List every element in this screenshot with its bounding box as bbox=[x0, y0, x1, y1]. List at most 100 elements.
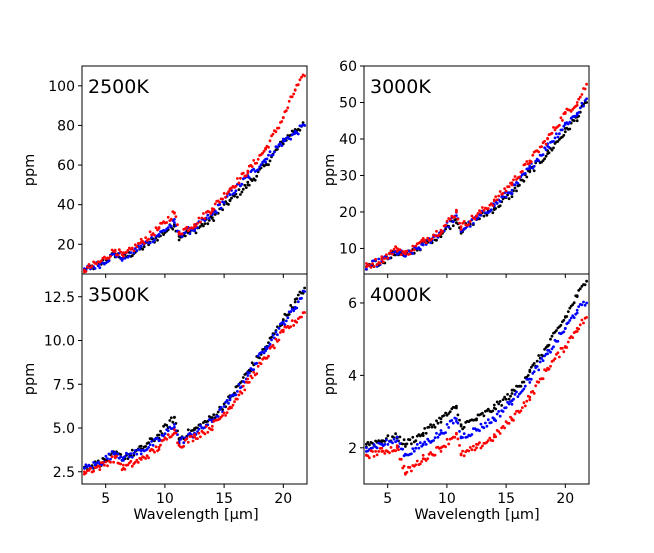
data-point-red bbox=[492, 199, 496, 203]
data-point-black bbox=[515, 189, 518, 193]
data-point-red bbox=[186, 440, 190, 444]
data-point-red bbox=[585, 82, 588, 86]
data-point-black bbox=[459, 424, 463, 428]
data-point-red bbox=[274, 130, 278, 134]
data-point-blue bbox=[262, 351, 266, 355]
data-point-black bbox=[575, 294, 579, 298]
panel-3000K: 10 20 30 40 50 60 3000K bbox=[339, 59, 590, 278]
data-point-black bbox=[169, 416, 173, 420]
data-point-blue bbox=[113, 451, 117, 454]
data-point-red bbox=[372, 265, 376, 268]
data-point-black bbox=[500, 404, 504, 407]
data-point-blue bbox=[459, 435, 463, 439]
data-point-blue bbox=[580, 101, 584, 105]
data-point-red bbox=[391, 252, 394, 256]
data-point-blue bbox=[582, 300, 585, 304]
data-point-blue bbox=[528, 166, 532, 170]
data-point-red bbox=[445, 219, 449, 223]
y-axis-label-bottom-right: ppm bbox=[322, 363, 338, 396]
y-tick-label: 20 bbox=[339, 205, 357, 221]
data-point-red bbox=[378, 261, 382, 265]
data-point-red bbox=[525, 399, 529, 403]
series-red bbox=[365, 316, 588, 476]
data-point-red bbox=[424, 459, 428, 462]
data-point-red bbox=[553, 357, 557, 360]
data-point-black bbox=[421, 434, 425, 437]
data-point-red bbox=[399, 253, 403, 256]
data-point-black bbox=[568, 127, 572, 131]
data-point-red bbox=[395, 247, 399, 250]
data-point-blue bbox=[157, 438, 161, 442]
data-point-blue bbox=[303, 290, 306, 293]
data-point-blue bbox=[569, 316, 573, 320]
data-point-red bbox=[473, 448, 477, 452]
data-point-red bbox=[439, 232, 443, 235]
data-point-red bbox=[210, 428, 214, 432]
data-point-red bbox=[439, 446, 443, 450]
data-point-blue bbox=[451, 421, 455, 425]
data-point-black bbox=[287, 313, 291, 316]
data-point-blue bbox=[552, 345, 555, 349]
data-point-blue bbox=[259, 163, 263, 167]
y-tick-label: 40 bbox=[57, 198, 75, 214]
data-point-black bbox=[368, 443, 371, 447]
data-point-black bbox=[491, 211, 495, 215]
data-point-blue bbox=[498, 200, 502, 203]
data-point-blue bbox=[421, 442, 425, 446]
data-point-red bbox=[503, 187, 506, 191]
data-point-red bbox=[256, 157, 260, 161]
data-point-blue bbox=[169, 224, 173, 228]
data-point-red bbox=[287, 99, 291, 103]
data-point-red bbox=[296, 83, 300, 87]
series-red bbox=[83, 311, 306, 476]
data-point-red bbox=[553, 128, 557, 132]
plot-frame bbox=[81, 273, 308, 485]
data-point-black bbox=[504, 397, 508, 401]
data-point-red bbox=[119, 462, 123, 466]
data-point-red bbox=[177, 444, 181, 447]
data-point-red bbox=[225, 192, 229, 196]
data-point-blue bbox=[252, 368, 256, 371]
data-point-black bbox=[543, 157, 546, 161]
data-point-red bbox=[470, 214, 474, 218]
data-point-red bbox=[200, 216, 204, 220]
data-point-blue bbox=[492, 417, 496, 421]
data-point-red bbox=[165, 437, 169, 441]
data-point-blue bbox=[537, 159, 541, 163]
data-point-black bbox=[572, 119, 576, 123]
data-point-blue bbox=[120, 259, 124, 262]
y-tick-label: 5.0 bbox=[53, 421, 75, 437]
data-point-red bbox=[453, 435, 457, 439]
data-point-blue bbox=[218, 408, 222, 411]
data-point-blue bbox=[563, 326, 567, 330]
data-point-red bbox=[375, 263, 379, 267]
data-point-blue bbox=[401, 447, 405, 451]
data-point-black bbox=[559, 323, 563, 327]
data-point-blue bbox=[439, 429, 443, 432]
data-point-blue bbox=[562, 330, 566, 334]
data-point-blue bbox=[237, 382, 241, 386]
x-tick-label: 15 bbox=[497, 491, 515, 507]
data-point-black bbox=[267, 163, 270, 167]
data-point-blue bbox=[98, 262, 102, 266]
data-point-red bbox=[290, 319, 294, 322]
data-point-red bbox=[420, 460, 424, 463]
data-point-red bbox=[380, 258, 384, 261]
data-point-blue bbox=[532, 370, 536, 373]
data-point-red bbox=[488, 436, 492, 440]
data-point-black bbox=[270, 335, 273, 339]
data-point-red bbox=[404, 471, 407, 475]
data-point-blue bbox=[484, 421, 487, 425]
data-point-black bbox=[194, 231, 198, 235]
data-point-red bbox=[521, 406, 524, 409]
panel-4000K: 5 10 15 20 2 4 6 4000K bbox=[348, 273, 590, 507]
data-point-red bbox=[371, 450, 374, 453]
data-point-blue bbox=[365, 446, 368, 450]
data-point-black bbox=[230, 196, 233, 200]
data-point-blue bbox=[228, 193, 232, 197]
data-point-black bbox=[528, 170, 532, 174]
data-point-red bbox=[556, 351, 560, 355]
data-point-black bbox=[130, 448, 134, 452]
data-point-blue bbox=[550, 347, 554, 351]
data-point-red bbox=[550, 131, 554, 135]
